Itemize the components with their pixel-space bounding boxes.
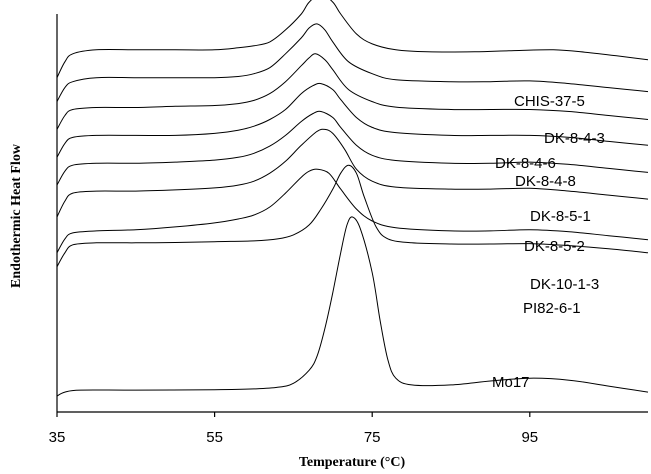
- series-label-dk-8-4-3: DK-8-4-3: [544, 130, 605, 147]
- series-label-dk-10-1-3: DK-10-1-3: [530, 276, 599, 293]
- series-line-dk-8-4-6: [56, 53, 649, 130]
- series-label-dk-8-4-8: DK-8-4-8: [515, 173, 576, 190]
- series-line-mo17: [56, 216, 649, 397]
- series-labels: CHIS-37-5 DK-8-4-3 DK-8-4-6DK-8-4-8 DK-8-5-…: [492, 93, 605, 391]
- x-tick-label-55: 55: [206, 429, 223, 446]
- series-label-dk-8-5-1: DK-8-5-1: [530, 208, 591, 225]
- series-label-dk-8-4-6: DK-8-4-6: [495, 155, 556, 172]
- series-line-pi82-6-1: [56, 164, 649, 267]
- series-label-pi82-6-1: PI82-6-1: [523, 300, 581, 317]
- x-tick-label-95: 95: [521, 429, 538, 446]
- series-line-chis-37-5: [56, 0, 649, 78]
- x-axis-title: Temperature (°C): [299, 455, 406, 470]
- x-tick-label-75: 75: [364, 429, 381, 446]
- series-line-dk-8-4-3: [56, 23, 649, 102]
- series-line-dk-10-1-3: [56, 168, 649, 254]
- curves: [56, 0, 649, 397]
- series-line-dk-8-4-8: [56, 82, 649, 158]
- series-label-dk-8-5-2: DK-8-5-2: [524, 238, 585, 255]
- y-axis-title: Endothermic Heat Flow: [9, 143, 24, 288]
- x-ticks: 35 55 75 95: [49, 412, 538, 446]
- series-line-dk-8-5-1: [56, 110, 649, 186]
- series-label-mo17: Mo17: [492, 374, 530, 391]
- series-line-dk-8-5-2: [56, 128, 649, 218]
- series-label-chis-37-5: CHIS-37-5: [514, 93, 585, 110]
- x-tick-label-35: 35: [49, 429, 66, 446]
